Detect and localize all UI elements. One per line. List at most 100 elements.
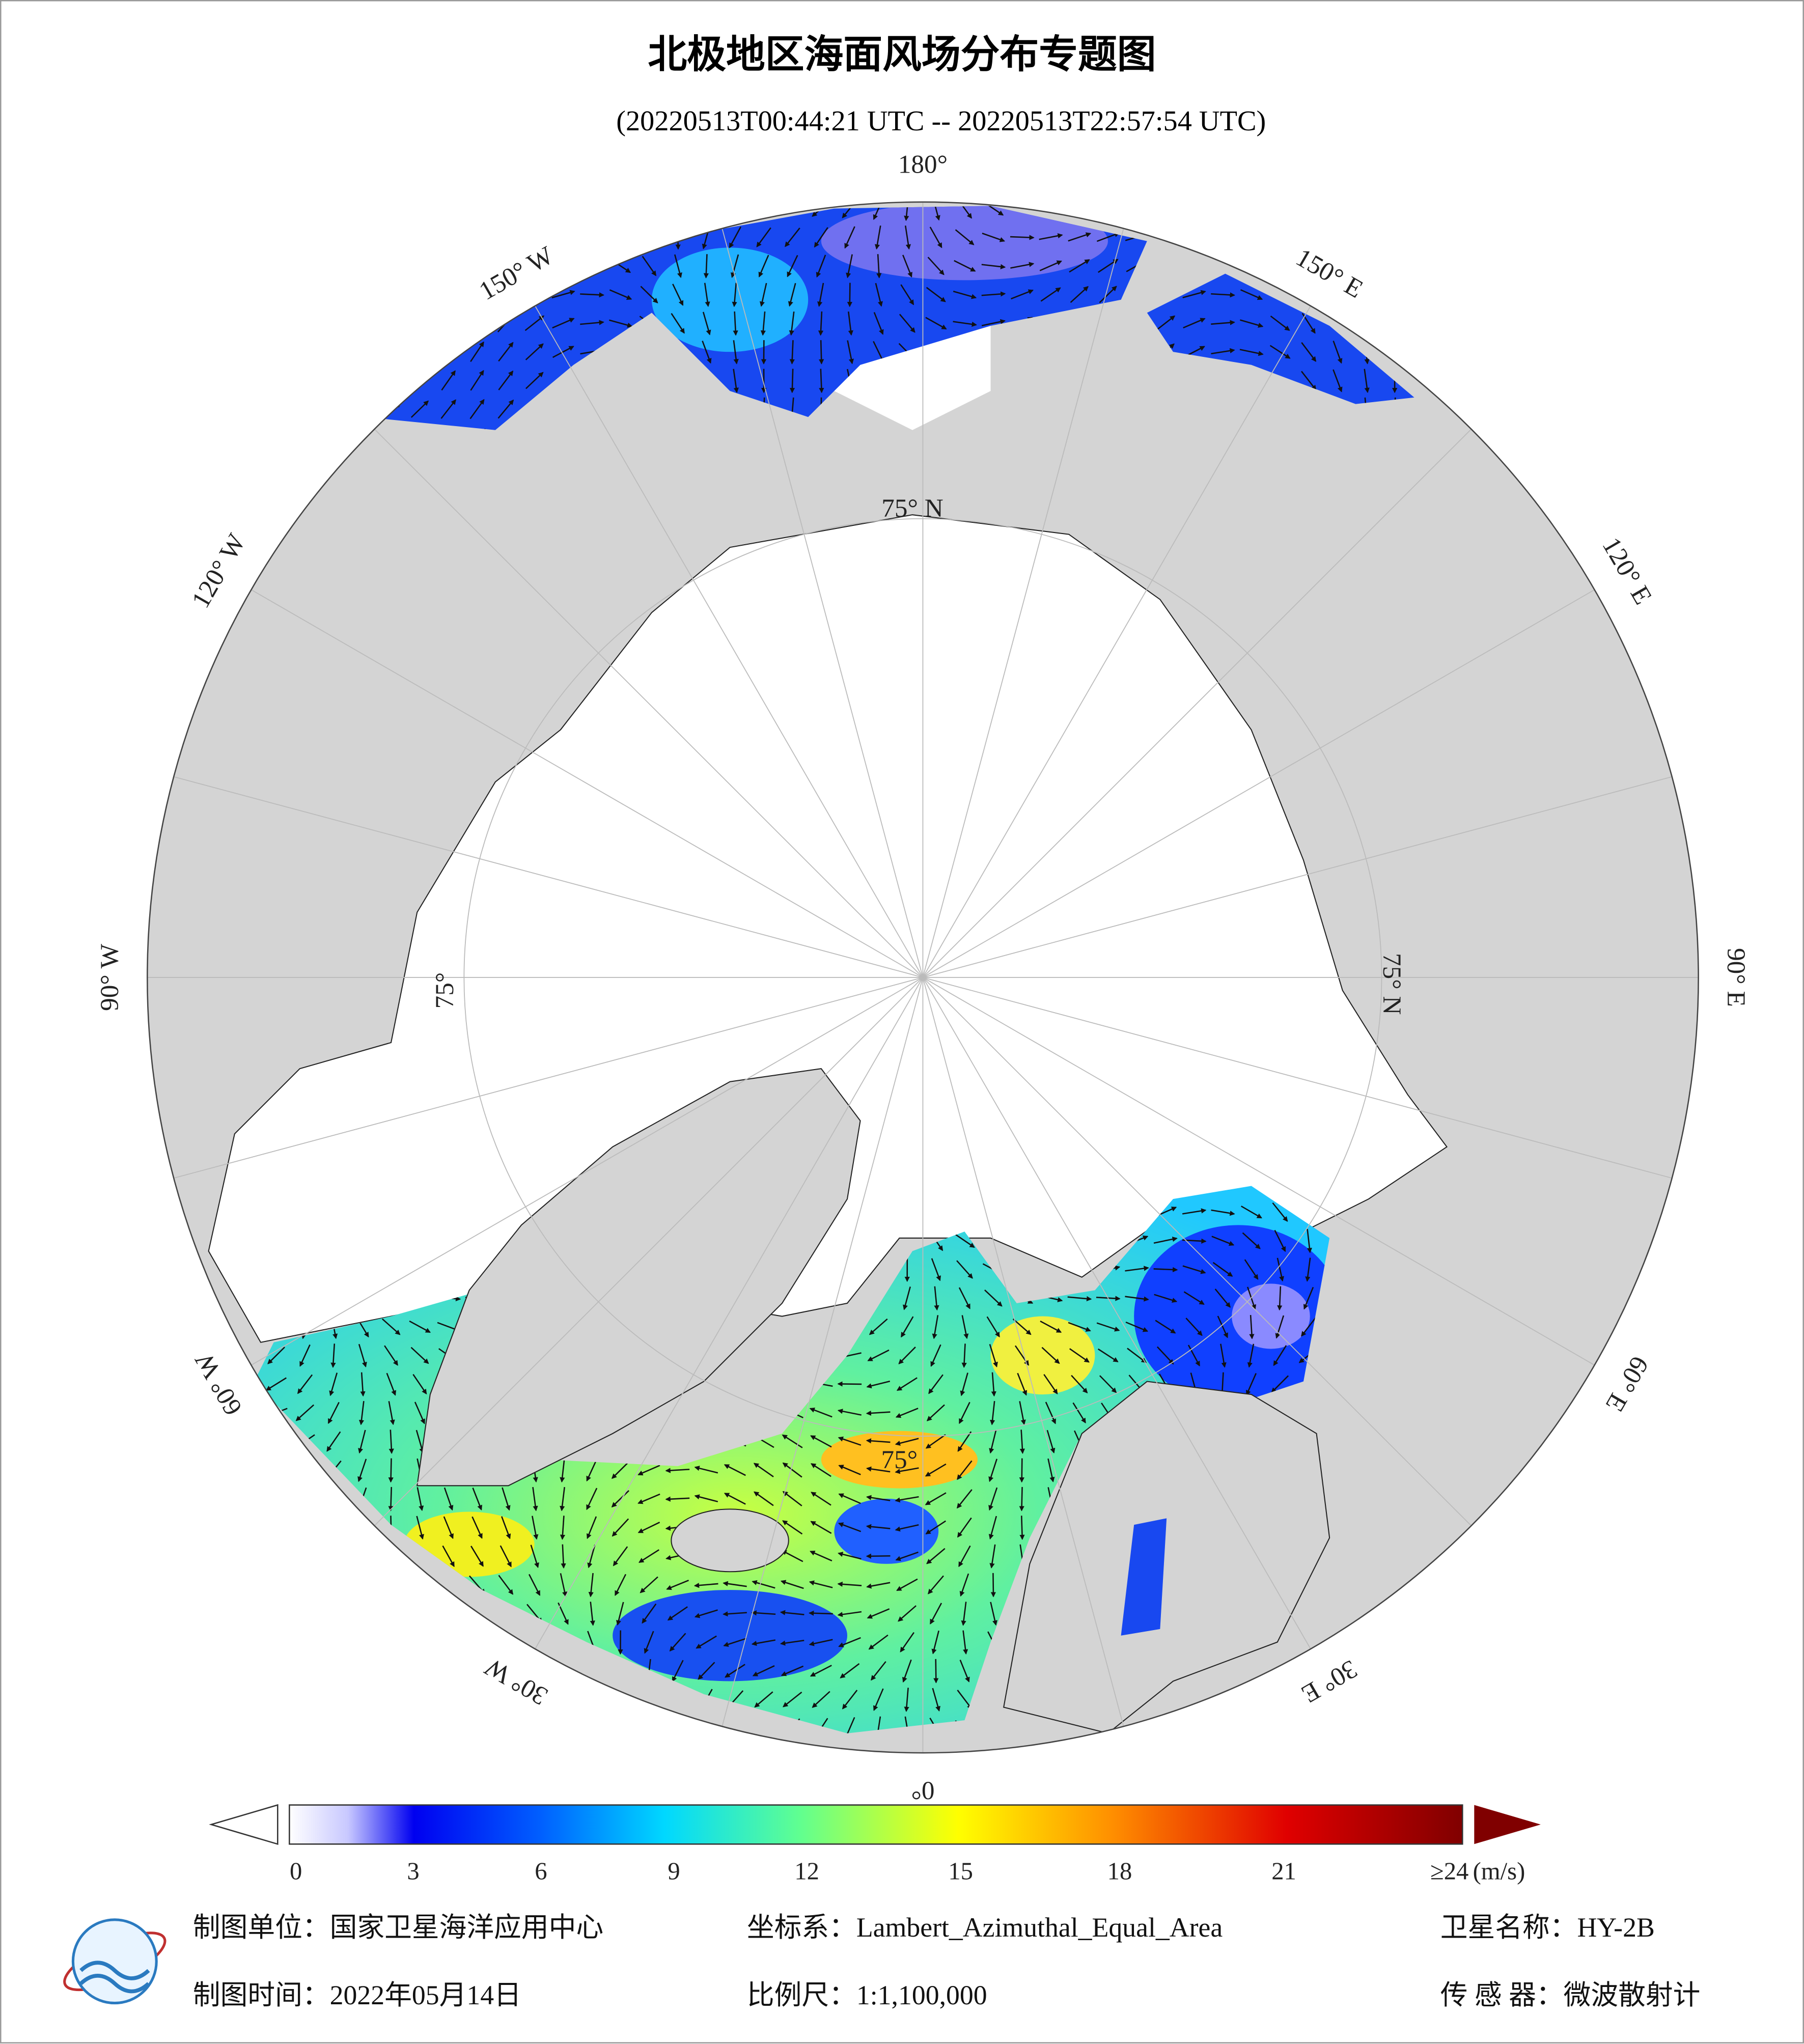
wind-arrow [665, 1468, 690, 1473]
meridian [720, 222, 924, 978]
wind-arrow [810, 1551, 832, 1561]
wind-arrow [810, 1435, 832, 1448]
wind-arrow [840, 1663, 860, 1678]
wind-arrow [414, 1402, 425, 1424]
wind-arrow [959, 1402, 970, 1424]
wind-arrow [866, 1438, 891, 1444]
wind-arrow [1244, 1259, 1259, 1280]
longitude-label: 90° E [1722, 948, 1751, 1007]
wind-arrow [1274, 1229, 1286, 1252]
wind-arrow [926, 287, 946, 302]
wind-arrow [754, 1691, 773, 1708]
wind-arrow [1364, 369, 1370, 394]
wind-arrow [580, 320, 604, 325]
wind-arrow [1040, 287, 1061, 302]
wind-arrow [1043, 1374, 1058, 1395]
wind-arrow [1182, 290, 1206, 298]
wind-arrow [637, 1493, 660, 1504]
latitude-label: 75° [430, 972, 459, 1009]
wind-arrow [868, 1634, 889, 1650]
wind-arrow [729, 227, 741, 248]
wind-arrow [1270, 315, 1290, 331]
wind-arrow [875, 283, 883, 307]
wind-arrow [669, 1633, 686, 1652]
wind-arrow [756, 227, 771, 247]
wind-arrow [954, 260, 976, 272]
meridian [923, 977, 1679, 1181]
wind-arrow [665, 1496, 690, 1502]
wind-arrow [1240, 319, 1264, 328]
wind-arrow [982, 233, 1006, 242]
wind-arrow [848, 311, 853, 336]
wind-arrow [956, 1489, 973, 1509]
wind-arrow [1010, 262, 1035, 269]
wind-arrow [440, 399, 456, 419]
wind-arrow [1039, 260, 1062, 271]
wind-arrow [1155, 1320, 1176, 1334]
wind-arrow [552, 346, 574, 358]
wind-arrow [1072, 1402, 1086, 1423]
wind-arrow [866, 1524, 891, 1529]
wind-arrow [961, 1315, 969, 1339]
wind-arrow [1010, 235, 1035, 240]
wind-arrow [812, 1691, 830, 1708]
wind-arrow [640, 286, 658, 303]
wind-arrow [637, 1465, 660, 1476]
wind-arrow [932, 206, 940, 221]
wind-arrow [1272, 1202, 1288, 1222]
wind-arrow [866, 1495, 891, 1501]
wind-arrow [960, 1373, 968, 1396]
wind-arrow [904, 225, 911, 250]
wind-arrow [895, 1438, 919, 1446]
wind-arrow [903, 1286, 911, 1310]
wind-arrow [1153, 1237, 1178, 1244]
wind-arrow [674, 254, 682, 278]
wind-arrow [1220, 1343, 1227, 1368]
arctic-ocean [208, 514, 1448, 1343]
wind-arrow [560, 1516, 566, 1540]
colorbar-tick-label: ≥24 [1430, 1857, 1468, 1885]
meridian [167, 774, 923, 978]
wind-arrow [1068, 232, 1092, 242]
wind-arrow [530, 1545, 539, 1569]
colorbar-tick-label: 0 [290, 1857, 302, 1885]
wind-arrow [1269, 345, 1291, 359]
wind-arrow [874, 225, 881, 250]
wind-arrow [838, 1493, 861, 1504]
wind-arrow [1182, 1265, 1206, 1274]
wind-arrow [957, 1460, 973, 1480]
wind-arrow [896, 1377, 918, 1391]
wind-arrow [752, 1580, 775, 1589]
wind-arrow [785, 228, 800, 247]
wind-arrow [781, 1665, 804, 1676]
wind-arrow [560, 1458, 565, 1483]
wind-arrow [1019, 1516, 1025, 1540]
wind-arrow [590, 1602, 595, 1626]
wind-arrow [1125, 1321, 1149, 1332]
wind-arrow [931, 1258, 941, 1281]
wind-arrow [838, 1637, 861, 1647]
wind-arrow [925, 317, 947, 330]
wind-arrow [904, 206, 909, 221]
wind-arrow [723, 1638, 747, 1647]
wind-arrow [1099, 1375, 1117, 1393]
wind-arrow [1214, 1289, 1231, 1308]
meridian [245, 977, 923, 1369]
wind-arrow [525, 372, 544, 389]
subtitle: (20220513T00:44:21 UTC -- 20220513T22:57… [616, 105, 1266, 137]
wind-arrow [959, 1573, 969, 1597]
wind-arrow [902, 255, 912, 278]
wind-arrow [694, 1609, 718, 1618]
wind-arrow [1276, 1257, 1285, 1282]
wind-arrow [724, 1464, 746, 1476]
wind-arrow [957, 1517, 972, 1538]
wind-arrow [991, 1372, 996, 1397]
wind-arrow [837, 1581, 862, 1587]
footer-date: 制图时间：2022年05月14日 [193, 1980, 521, 2010]
wind-arrow [1097, 1348, 1119, 1362]
wind-arrow [1271, 1375, 1289, 1393]
wind-arrow [926, 1548, 946, 1564]
wind-arrow [1096, 232, 1120, 242]
wind-arrow [1153, 1267, 1178, 1273]
wind-arrow [759, 283, 767, 307]
